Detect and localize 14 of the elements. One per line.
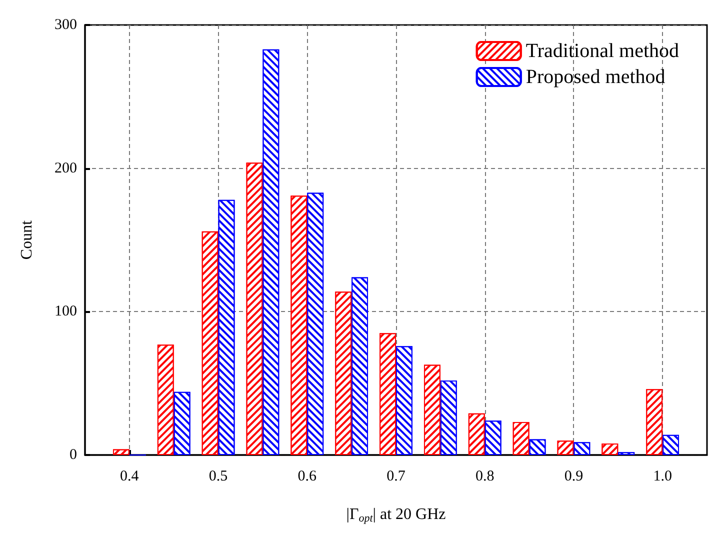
y-tick-label: 0 (70, 447, 77, 463)
x-tick-label: 0.7 (386, 468, 406, 484)
x-tick-label: 1.0 (653, 468, 672, 484)
legend-label: Proposed method (526, 66, 666, 88)
x-tick-label: 0.5 (208, 468, 228, 484)
y-axis-title: Count (18, 220, 36, 260)
y-tick-label: 300 (54, 17, 77, 33)
legend-label: Traditional method (526, 40, 680, 62)
y-tick-label: 100 (54, 304, 77, 320)
y-tick-label: 200 (54, 160, 77, 176)
x-tick-label: 0.8 (475, 468, 494, 484)
x-tick-label: 0.4 (120, 468, 140, 484)
x-tick-label: 0.6 (298, 468, 318, 484)
x-tick-label: 0.9 (564, 468, 584, 484)
